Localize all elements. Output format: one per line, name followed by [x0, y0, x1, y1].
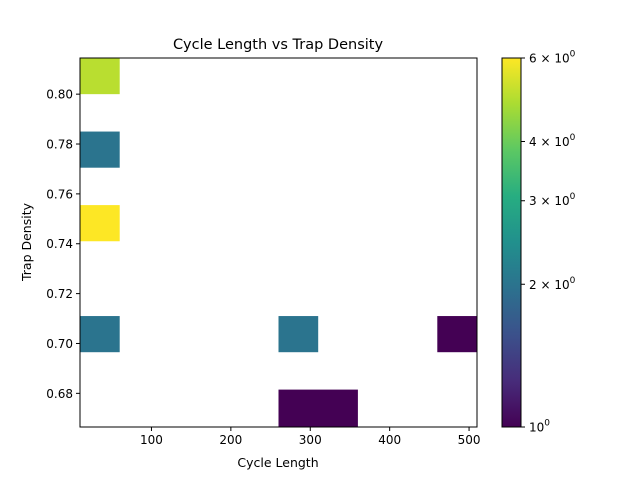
y-tick-label: 0.78 [46, 138, 73, 152]
x-axis: 100 200 300 400 500 [140, 427, 481, 447]
y-tick-label: 0.80 [46, 88, 73, 102]
x-tick-label: 400 [378, 433, 401, 447]
y-tick-label: 0.70 [46, 337, 73, 351]
y-tick-label: 0.76 [46, 187, 73, 201]
colorbar [501, 57, 522, 428]
heatmap-cell [278, 389, 358, 427]
colorbar-tick-label: 100 [529, 419, 550, 435]
x-tick-label: 300 [299, 433, 322, 447]
y-tick-label: 0.72 [46, 287, 73, 301]
x-tick-label: 100 [140, 433, 163, 447]
heatmap-cell [80, 205, 120, 242]
colorbar-tick-label: 4 × 100 [529, 133, 576, 149]
colorbar-axis: 100 2 × 100 3 × 100 4 × 100 6 × 100 [521, 50, 576, 435]
heatmap-cell [278, 316, 319, 353]
plot-frame [79, 57, 478, 428]
y-tick-label: 0.68 [46, 387, 73, 401]
y-tick-label: 0.74 [46, 237, 73, 251]
x-tick-label: 200 [219, 433, 242, 447]
heatmap-cell [80, 316, 120, 353]
heatmap-cell [80, 58, 120, 95]
y-axis-label: Trap Density [19, 202, 34, 282]
colorbar-tick-label: 6 × 100 [529, 50, 576, 66]
colorbar-tick-label: 3 × 100 [529, 192, 576, 208]
x-tick-label: 500 [458, 433, 481, 447]
x-axis-label: Cycle Length [237, 455, 318, 470]
heatmap-cell [437, 316, 477, 353]
chart-title: Cycle Length vs Trap Density [173, 37, 384, 53]
colorbar-tick-label: 2 × 100 [529, 276, 576, 292]
heatmap-cell [80, 131, 120, 168]
y-axis: 0.68 0.70 0.72 0.74 0.76 0.78 0.80 [46, 88, 80, 401]
heatmap-cells [80, 58, 477, 427]
